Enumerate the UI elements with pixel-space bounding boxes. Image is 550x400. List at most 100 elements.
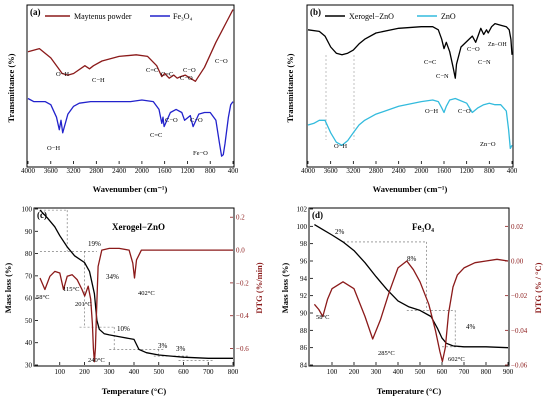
x-tick-label: 2000 [135, 167, 150, 175]
y-tick-label: 102 [297, 206, 308, 214]
panel-d-annotation: 602°C [448, 356, 465, 363]
x-tick-label: 2800 [369, 167, 384, 175]
y-tick-label: 90 [25, 228, 33, 236]
x-tick-label: 900 [503, 368, 514, 376]
y-tick-label: 86 [300, 344, 308, 352]
panel-d-annotation: 4% [466, 323, 476, 331]
series-line-0 [39, 209, 233, 359]
y-tick-label: 100 [297, 223, 308, 231]
panel-a-ylabel: Transmittance (%) [6, 53, 16, 122]
panel-b-label: (b) [310, 7, 321, 17]
y-right-tick-label: −0.4 [236, 312, 249, 320]
panel-a-annotation: C−O [215, 58, 228, 65]
x-tick-label: 1600 [158, 167, 173, 175]
panel-d-ylabel: Mass loss (%) [280, 263, 290, 314]
series-line-1 [27, 97, 234, 157]
legend-label-zno: ZnO [441, 12, 456, 21]
panel-d-annotation: 2% [335, 228, 345, 236]
panel-c-annotation: 58°C [36, 294, 49, 301]
panel-a: (a) 4000 3600 3200 2800 2400 2000 1600 1200 800 4… [6, 4, 239, 194]
x-tick-label: 800 [484, 167, 495, 175]
panel-d-annotation: 285°C [378, 350, 395, 357]
panel-b-annotation: O−H [334, 143, 347, 150]
panel-b-annotation: C−O [458, 108, 471, 115]
y-right-tick-label: −0.2 [236, 279, 249, 287]
panel-b-xlabel: Wavenumber (cm⁻¹) [373, 184, 448, 194]
panel-c-title: Xerogel−ZnO [112, 222, 165, 232]
panel-d-xlabel: Temperature (°C) [377, 386, 442, 396]
legend-label-maytenus: Maytenus powder [74, 12, 132, 21]
panel-c-annotation: 240°C [88, 357, 105, 364]
x-tick-label: 3600 [44, 167, 59, 175]
y-tick-label: 60 [25, 295, 33, 303]
y-right-tick-label: 0.2 [236, 214, 245, 222]
panel-b: (b) 4000 3600 3200 2800 2400 2000 1600 1200 800 4… [285, 4, 518, 194]
panel-c-annotation: 10% [117, 325, 130, 333]
y-right-tick-label: −0.04 [511, 327, 528, 335]
panel-a-frame [26, 4, 235, 168]
x-tick-label: 200 [349, 368, 360, 376]
y-tick-label: 30 [25, 362, 33, 370]
y-tick-label: 100 [22, 206, 33, 214]
y-right-tick-label: −0.6 [236, 345, 249, 353]
panel-c-label: (c) [37, 210, 47, 220]
panel-a-legend: Maytenus powder Fe₃O₄ [45, 12, 193, 21]
panel-c-annotation: 3% [158, 342, 168, 350]
y-tick-label: 92 [300, 292, 308, 300]
panel-c-annotation: 19% [88, 240, 101, 248]
series-line-1 [307, 97, 513, 150]
panel-c-annotation: 402°C [138, 290, 155, 297]
panel-d-annotation: 58°C [316, 314, 329, 321]
panel-c-annotation: 34% [106, 273, 119, 281]
x-tick-label: 2400 [112, 167, 127, 175]
x-tick-label: 1600 [437, 167, 452, 175]
x-tick-label: 600 [178, 368, 189, 376]
y-tick-label: 70 [25, 272, 33, 280]
panel-c-guides [39, 209, 214, 361]
y-tick-label: 90 [300, 310, 308, 318]
panel-a-xlabel: Wavenumber (cm⁻¹) [93, 184, 168, 194]
legend-label-xerogel: Xerogel−ZnO [349, 12, 394, 21]
x-tick-label: 300 [371, 368, 382, 376]
panel-a-annotation: C=C [150, 132, 162, 139]
panel-b-x-ticks: 4000 3600 3200 2800 2400 2000 1600 1200 800 400 [301, 161, 518, 175]
y-right-tick-label: −0.06 [511, 362, 528, 370]
x-tick-label: 400 [393, 368, 404, 376]
panel-d-annotation: 8% [407, 255, 417, 263]
legend-label-fe3o4: Fe₃O₄ [173, 12, 193, 21]
panel-a-annotation: C−H [92, 77, 105, 84]
x-tick-label: 1200 [180, 167, 195, 175]
x-tick-label: 800 [205, 167, 216, 175]
panel-b-annotation: O−H [425, 108, 438, 115]
x-tick-label: 3200 [346, 167, 361, 175]
panel-c-ylabel-right: DTG (%/min) [254, 262, 264, 313]
y-tick-label: 80 [25, 250, 33, 258]
series-line-0 [314, 224, 509, 349]
panel-c-annotation: 3% [176, 345, 186, 353]
panel-a-annotation: C−O [165, 117, 178, 124]
panel-a-annotation: C=C [161, 71, 173, 78]
y-tick-label: 98 [300, 240, 308, 248]
panel-b-ylabel: Transmittance (%) [285, 53, 295, 122]
panel-b-annotation: Zn−O [480, 141, 496, 148]
panel-c-ticks: 100 200 300 400 500 600 700 800 30 40 50 60 70 80 90 10… [22, 206, 250, 377]
panel-c-annotation: 115°C [63, 286, 79, 293]
y-tick-label: 84 [300, 362, 308, 370]
panel-c: (c) Xerogel−ZnO 100 200 300 400 500 600 700 800… [3, 206, 264, 397]
y-tick-label: 50 [25, 317, 33, 325]
y-right-tick-label: 0.02 [511, 223, 524, 231]
panel-b-series [307, 22, 513, 150]
y-right-tick-label: 0.0 [236, 247, 245, 255]
panel-d-frame [308, 207, 510, 367]
x-tick-label: 1200 [460, 167, 475, 175]
panel-a-annotation: C−O [190, 117, 203, 124]
panel-c-annotation: 201°C [75, 301, 92, 308]
x-tick-label: 800 [228, 368, 239, 376]
x-tick-label: 800 [481, 368, 492, 376]
x-tick-label: 100 [55, 368, 66, 376]
x-tick-label: 700 [203, 368, 214, 376]
panel-a-annotation: Fe−O [193, 150, 208, 157]
panel-a-annotation: C=C [146, 67, 158, 74]
panel-d-series [313, 224, 509, 363]
